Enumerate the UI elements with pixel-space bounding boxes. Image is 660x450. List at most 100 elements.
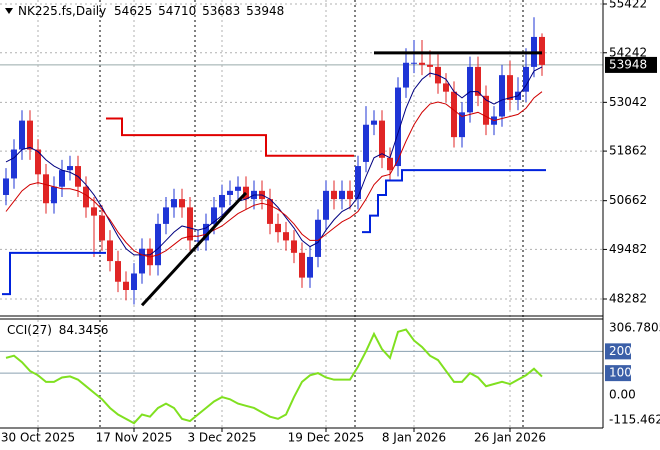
candle-body [131,273,137,291]
candle-body [267,199,273,224]
candle-body [523,66,529,92]
candle-body [379,120,385,158]
candle-body [331,190,337,200]
candle-body [355,166,361,200]
cci-tick-label: 306.7805 [609,321,660,335]
x-tick-label: 8 Jan 2026 [382,431,446,445]
candle-body [275,223,281,233]
candle-body [307,256,313,278]
y-tick-label: 55422 [609,0,647,11]
y-tick-label: 53042 [609,95,647,109]
y-tick-label: 51862 [609,144,647,158]
candle-body [211,207,217,224]
cci-tick-label: 0.00 [609,387,636,401]
candle-body [291,240,297,253]
candle-body [203,223,209,241]
candle-body [107,240,113,262]
header-high: 54710 [158,4,196,18]
candle-body [27,120,33,150]
overlay-line [5,91,543,258]
candle-body [219,194,225,208]
cci-tick-label: -115.4622 [609,413,660,427]
header-open: 54625 [114,4,152,18]
candle-body [427,64,433,67]
candle-body [499,75,505,117]
overlay-line [5,66,543,256]
y-tick-label: 48282 [609,292,647,306]
candle-body [299,252,305,278]
overlay-line [140,191,248,307]
candle-body [163,207,169,224]
candle-body [187,207,193,241]
candle-body [91,207,97,216]
candle-body [395,87,401,167]
cci-label: CCI(27) [7,323,52,337]
candle-body [403,62,409,88]
marks [0,17,603,425]
cci-tick-label: 200 [609,344,632,358]
candle-body [67,166,73,171]
candle-body [195,240,201,242]
candle-body [171,199,177,208]
candle-body [347,190,353,200]
candle-body [11,149,17,179]
y-tick-label: 54242 [609,45,647,59]
y-tick-label: 49482 [609,242,647,256]
candle-body [139,248,145,274]
level-label-box [605,343,631,360]
candle-body [235,186,241,191]
candle-body [227,190,233,195]
candle-body [339,190,345,200]
candle-body [123,281,129,291]
cci-line [5,328,543,425]
candle-body [59,170,65,187]
level-label-box [605,365,631,382]
cci-tick-label: 100 [609,366,632,380]
candle-body [3,178,9,195]
candle-body [371,120,377,125]
x-tick-label: 26 Jan 2026 [474,431,546,445]
header: NK225.fs,Daily 54625 54710 53683 53948 [18,4,284,18]
overlay-line [106,117,354,157]
candle-body [179,199,185,208]
menu-arrow [5,8,13,14]
x-tick-label: 17 Nov 2025 [96,431,173,445]
candle-body [443,83,449,92]
overlay-line [2,169,546,296]
candle-body [539,36,545,65]
x-tick-label: 3 Dec 2025 [187,431,256,445]
candle-body [387,157,393,171]
candle-body [467,66,473,113]
header-close: 53948 [246,4,284,18]
candle-body [243,186,249,200]
symbol: NK225.fs,Daily [18,4,106,18]
candle-body [35,149,41,175]
candle-body [451,91,457,138]
x-tick-label: 30 Oct 2025 [1,431,75,445]
candle-body [483,95,489,125]
y-tick-label: 50662 [609,193,647,207]
candle-body [507,75,513,100]
x-tick-label: 19 Dec 2025 [288,431,365,445]
last-price-box [605,56,657,73]
candle-body [363,124,369,162]
candle-body [475,66,481,96]
candle-body [411,62,417,64]
candle-body [99,215,105,241]
candle-body [419,62,425,65]
cci-current: 84.3456 [59,323,109,337]
last-price-label: 53948 [609,57,647,71]
candle-body [115,261,121,282]
header-low: 53683 [202,4,240,18]
candle-body [19,120,25,150]
candle-body [283,232,289,241]
cci-header: CCI(27) 84.3456 [7,323,108,337]
candle-body [43,174,49,204]
candle-body [83,186,89,208]
candle-body [323,190,329,220]
candle-body [155,223,161,266]
candle-body [459,112,465,138]
candle-body [315,219,321,257]
